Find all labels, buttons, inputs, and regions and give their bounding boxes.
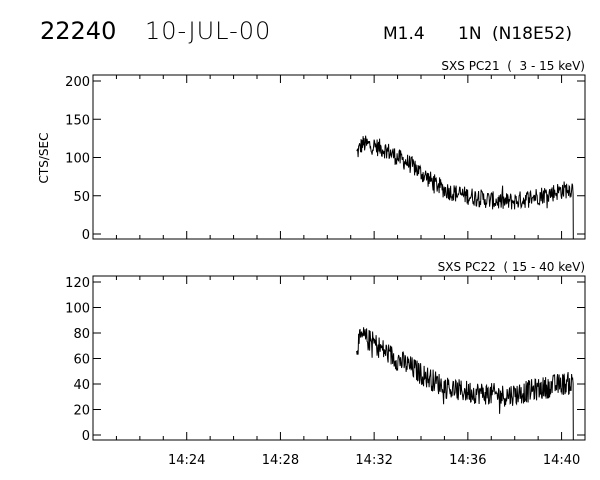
x-ticks (92, 276, 586, 440)
x-tick-label: 14:40 (543, 453, 580, 468)
x-tick-label: 14:32 (355, 453, 392, 468)
y-ticks: 0 50 100 150 200 (65, 75, 585, 243)
x-tick-label: 14:24 (168, 453, 205, 468)
panel-title: SXS PC22 ( 15 - 40 keV) (438, 260, 585, 274)
series-line (356, 327, 574, 441)
y-tick-label: 120 (65, 276, 90, 291)
x-tick-label: 14:28 (262, 453, 299, 468)
y-tick-label: 80 (73, 327, 90, 342)
plot-frame (92, 275, 586, 441)
h-alpha-class: 1N (458, 24, 482, 44)
y-axis-label: CTS/SEC (37, 133, 51, 184)
y-tick-label: 50 (73, 190, 90, 205)
y-tick-label: 100 (65, 302, 90, 317)
y-ticks: 0 20 40 60 80 100 120 (65, 276, 585, 444)
y-tick-label: 150 (65, 113, 90, 128)
goes-class: M1.4 (383, 24, 425, 44)
y-tick-label: 200 (65, 75, 90, 90)
x-ticks (92, 75, 586, 239)
y-tick-label: 0 (82, 429, 90, 444)
x-tick-labels: 14:24 14:28 14:32 14:36 14:40 (168, 453, 580, 468)
series-line (356, 135, 574, 240)
y-tick-label: 20 (73, 404, 90, 419)
flare-id: 22240 (40, 17, 116, 45)
y-tick-label: 0 (82, 228, 90, 243)
panel-title: SXS PC21 ( 3 - 15 keV) (441, 59, 585, 73)
plot-frame (92, 74, 586, 240)
y-tick-label: 60 (73, 353, 90, 368)
x-tick-label: 14:36 (449, 453, 486, 468)
y-tick-label: 40 (73, 378, 90, 393)
panel-pc21: SXS PC21 ( 3 - 15 keV) 0 50 100 150 200 CTS/… (37, 59, 586, 243)
panel-pc22: SXS PC22 ( 15 - 40 keV) 0 20 40 60 80 100 120 (65, 260, 586, 444)
y-tick-label: 100 (65, 152, 90, 167)
event-date: 10-JUL-00 (145, 17, 271, 45)
flare-location: (N18E52) (492, 24, 572, 44)
